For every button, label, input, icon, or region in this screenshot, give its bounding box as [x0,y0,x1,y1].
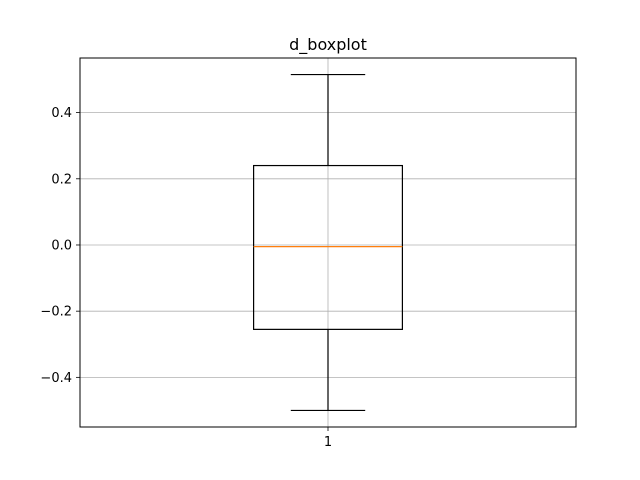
plot-area-frame [79,57,577,428]
tick-layer: −0.4 −0.2 0.0 0.2 0.4 1 [40,106,332,450]
y-tick-label: 0.4 [51,106,72,121]
y-tick-label: −0.2 [40,305,72,320]
box-body [253,164,404,330]
x-tick-label: 1 [324,435,332,450]
y-tick-label: 0.0 [51,238,72,253]
chart-title: d_boxplot [289,35,367,55]
y-tick-label: 0.2 [51,172,72,187]
y-tick-label: −0.4 [40,371,72,386]
box-layer [253,73,404,412]
